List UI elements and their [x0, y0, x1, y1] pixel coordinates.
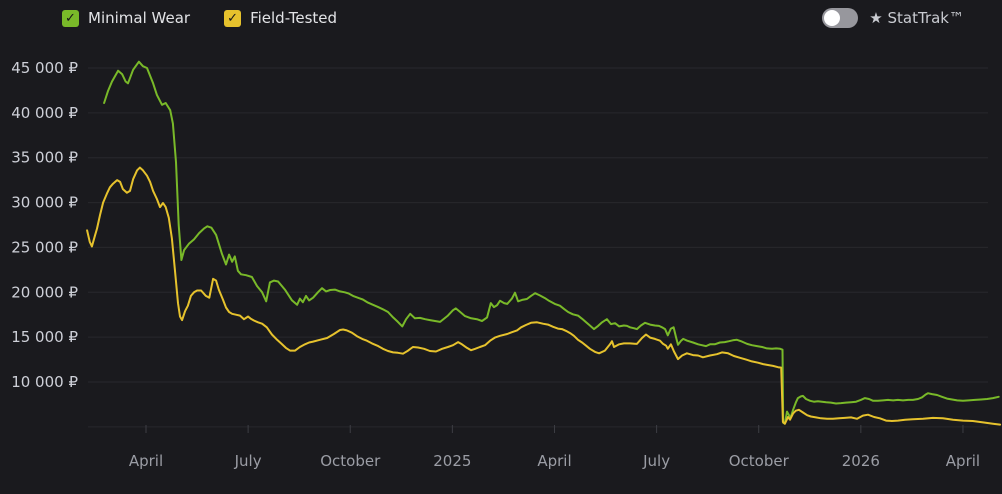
- stattrak-toggle[interactable]: [822, 8, 859, 28]
- x-axis-label: July: [234, 452, 262, 470]
- minimal-wear-checkbox-icon[interactable]: ✓: [62, 9, 79, 27]
- x-axis-label: 2026: [842, 452, 880, 470]
- y-axis-label: 40 000 ₽: [11, 104, 78, 122]
- x-axis-label: April: [537, 452, 571, 470]
- stattrak-label: ★ StatTrak™: [869, 9, 964, 27]
- y-axis-label: 20 000 ₽: [11, 283, 78, 301]
- x-axis-label: July: [642, 452, 670, 470]
- field-tested-label: Field-Tested: [250, 9, 338, 27]
- x-axis-label: April: [946, 452, 980, 470]
- minimal-wear-label: Minimal Wear: [88, 9, 191, 27]
- y-axis-label: 35 000 ₽: [11, 149, 78, 167]
- stattrak-control: ★ StatTrak™: [822, 8, 964, 28]
- legend: ✓ Minimal Wear ✓ Field-Tested: [62, 9, 337, 27]
- toggle-knob-icon: [824, 10, 841, 26]
- series-line-field-tested[interactable]: [86, 166, 1002, 426]
- y-axis-label: 25 000 ₽: [11, 238, 78, 256]
- y-axis-label: 10 000 ₽: [11, 373, 78, 391]
- x-axis-label: 2025: [433, 452, 471, 470]
- series-line-minimal-wear[interactable]: [103, 60, 1000, 425]
- x-axis-label: October: [729, 452, 790, 470]
- legend-item-field-tested[interactable]: ✓ Field-Tested: [224, 9, 337, 27]
- x-axis-label: April: [129, 452, 163, 470]
- y-axis-label: 45 000 ₽: [11, 59, 78, 77]
- y-axis-label: 30 000 ₽: [11, 194, 78, 212]
- chart-header: ✓ Minimal Wear ✓ Field-Tested ★ StatTrak…: [0, 0, 1002, 38]
- legend-item-minimal-wear[interactable]: ✓ Minimal Wear: [62, 9, 190, 27]
- y-axis-label: 15 000 ₽: [11, 328, 78, 346]
- field-tested-checkbox-icon[interactable]: ✓: [224, 9, 242, 27]
- x-axis-label: October: [320, 452, 381, 470]
